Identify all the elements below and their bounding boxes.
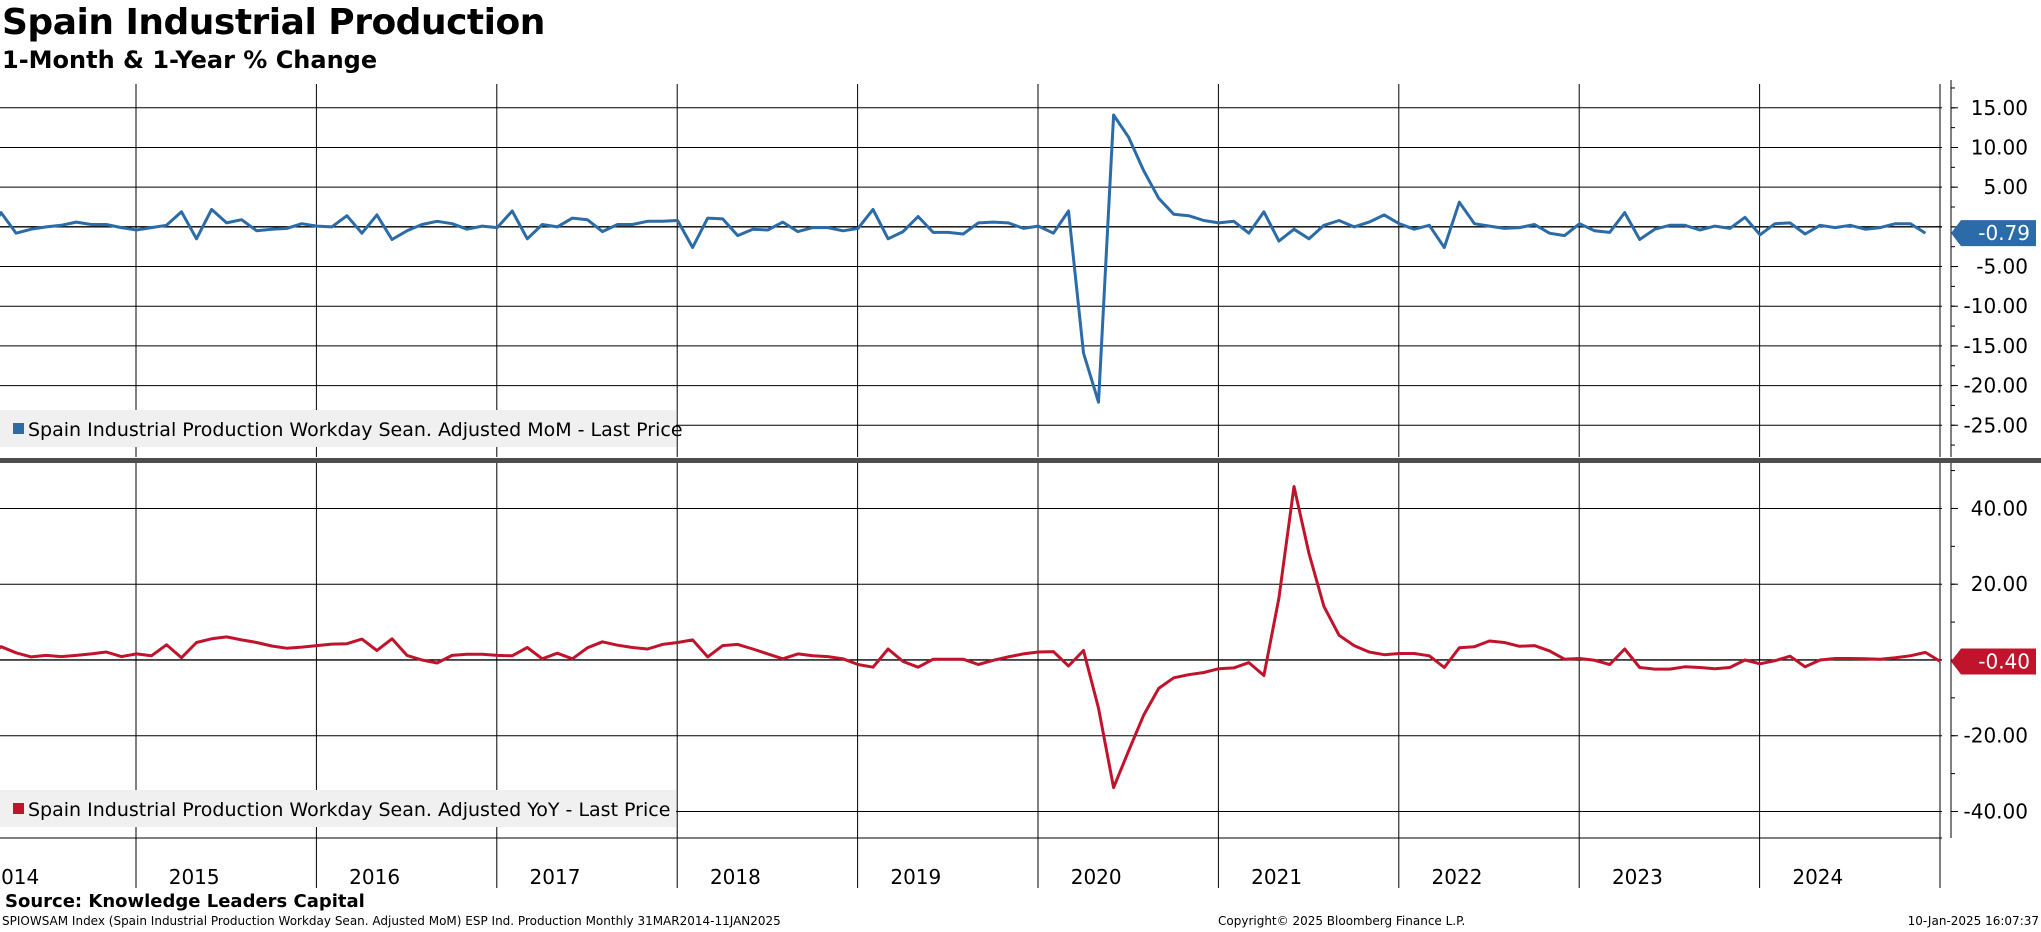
yoy-legend-label: Spain Industrial Production Workday Sean… xyxy=(28,799,670,821)
source-note: Source: Knowledge Leaders Capital xyxy=(5,891,365,912)
yoy-ytick-label: 20.00 xyxy=(1971,572,2028,596)
chart-subtitle: 1-Month & 1-Year % Change xyxy=(2,46,378,74)
footer-index-info: SPIOWSAM Index (Spain Industrial Product… xyxy=(2,914,781,928)
mom-last-value-label: -0.79 xyxy=(1978,221,2030,245)
yoy-last-value-label: -0.40 xyxy=(1978,649,2030,673)
mom-ytick-label: -20.00 xyxy=(1964,374,2028,398)
yoy-ytick-label: 40.00 xyxy=(1971,496,2028,520)
x-year-label: 2016 xyxy=(349,865,400,889)
x-year-label: 2019 xyxy=(890,865,941,889)
x-year-label: 2014 xyxy=(0,865,39,889)
yoy-last-value-tag xyxy=(1951,648,2036,675)
mom-series-line xyxy=(0,113,1927,404)
x-year-label: 2020 xyxy=(1071,865,1122,889)
mom-ytick-label: -10.00 xyxy=(1964,294,2028,318)
mom-ytick-label: -15.00 xyxy=(1964,334,2028,358)
yoy-legend-swatch xyxy=(13,803,24,814)
x-year-label: 2024 xyxy=(1792,865,1843,889)
mom-legend-box xyxy=(0,410,676,447)
mom-ytick-label: 10.00 xyxy=(1971,135,2028,159)
yoy-legend-box xyxy=(0,790,676,827)
mom-legend-swatch xyxy=(13,423,24,434)
x-year-label: 2022 xyxy=(1432,865,1483,889)
mom-ytick-label: 15.00 xyxy=(1971,96,2028,120)
x-year-label: 2018 xyxy=(710,865,761,889)
yoy-series-line xyxy=(0,485,1942,790)
yoy-ytick-label: -40.00 xyxy=(1964,799,2028,823)
yoy-ytick-label: -20.00 xyxy=(1964,724,2028,748)
mom-ytick-label: -25.00 xyxy=(1964,413,2028,437)
panel-divider[interactable] xyxy=(0,458,2041,463)
footer-timestamp: 10-Jan-2025 16:07:37 xyxy=(1907,914,2039,928)
footer-copyright: Copyright© 2025 Bloomberg Finance L.P. xyxy=(1218,914,1466,928)
mom-ytick-label: 5.00 xyxy=(1983,175,2028,199)
x-year-label: 2021 xyxy=(1251,865,1302,889)
x-year-label: 2023 xyxy=(1612,865,1663,889)
yoy-panel: 40.00 20.00 -20.00 -40.00 -0.40 Spain Industr… xyxy=(0,459,2036,838)
mom-panel: 15.00 10.00 5.00 -5.00 -10.00 -15.00 -20.00 -25… xyxy=(0,80,2036,457)
chart-title: Spain Industrial Production xyxy=(2,2,545,43)
x-axis: 2014 2015 2016 2017 2018 2019 2020 2021 2022 2023… xyxy=(0,837,1942,889)
mom-legend-label: Spain Industrial Production Workday Sean… xyxy=(28,419,683,441)
x-year-label: 2017 xyxy=(530,865,581,889)
mom-last-value-tag xyxy=(1951,220,2036,247)
mom-ytick-label: -5.00 xyxy=(1976,255,2028,279)
x-year-label: 2015 xyxy=(169,865,220,889)
